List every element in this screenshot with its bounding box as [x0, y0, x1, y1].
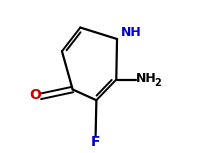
Text: O: O: [29, 88, 41, 102]
Text: NH: NH: [120, 26, 141, 39]
Text: NH: NH: [135, 72, 156, 85]
Text: 2: 2: [154, 78, 161, 88]
Text: F: F: [90, 134, 100, 149]
